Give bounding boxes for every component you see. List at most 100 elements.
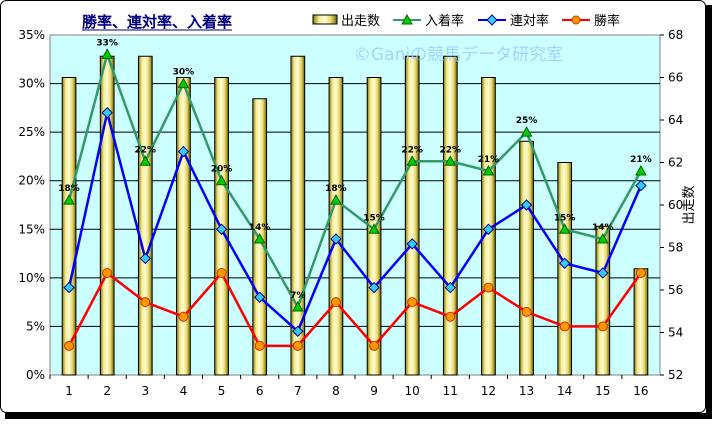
- y-right-tick-label: 58: [668, 241, 683, 255]
- data-label: 21%: [630, 155, 652, 165]
- bar: [176, 77, 191, 376]
- point: [177, 77, 190, 89]
- y-left-tick-label: 10%: [18, 271, 45, 285]
- y-right-tick-label: 62: [668, 156, 683, 170]
- point: [407, 297, 418, 308]
- y-left-tick-label: 20%: [18, 174, 45, 188]
- point: [483, 282, 494, 293]
- point: [292, 340, 303, 351]
- y-left-tick-label: 15%: [18, 222, 45, 236]
- point: [444, 155, 457, 166]
- point: [139, 252, 152, 265]
- point: [102, 268, 113, 278]
- data-label: 33%: [96, 38, 118, 48]
- y-right-tick-label: 52: [668, 368, 683, 382]
- point: [215, 174, 228, 186]
- data-label: 22%: [401, 145, 423, 155]
- point: [445, 311, 456, 322]
- line-series: [63, 48, 647, 351]
- point: [291, 300, 304, 312]
- legend-label: 勝率: [594, 13, 620, 29]
- point: [597, 321, 608, 332]
- point: [596, 232, 609, 244]
- x-tick-label: 1: [65, 384, 73, 398]
- bar: [404, 55, 420, 376]
- point: [368, 223, 380, 234]
- legend-label: 入着率: [425, 13, 464, 29]
- point: [559, 321, 570, 332]
- x-tick-label: 10: [405, 384, 420, 398]
- y-right-tick-label: 56: [668, 283, 683, 297]
- bar: [519, 140, 534, 376]
- y-left-tick-label: 30%: [18, 77, 45, 91]
- x-tick-label: 6: [256, 384, 264, 398]
- point: [330, 233, 342, 245]
- x-tick-label: 14: [557, 384, 572, 398]
- legend-swatch: [312, 14, 338, 25]
- data-label: 30%: [173, 68, 195, 78]
- x-tick-label: 4: [180, 384, 188, 398]
- point: [215, 223, 228, 235]
- point: [254, 340, 265, 351]
- point: [139, 155, 152, 166]
- y-right-tick-label: 66: [668, 71, 683, 85]
- x-tick-label: 13: [519, 384, 534, 398]
- point: [140, 297, 151, 308]
- watermark-text: ©Ganiの競馬データ研究室: [354, 44, 563, 65]
- point: [292, 325, 304, 337]
- bar: [633, 268, 649, 376]
- data-label: 18%: [325, 184, 347, 194]
- point: [63, 194, 75, 205]
- y-right-axis-label: 出走数: [682, 185, 697, 224]
- series-line: [67, 270, 642, 348]
- point: [64, 340, 75, 351]
- point: [406, 238, 418, 250]
- y-right-tick-label: 54: [668, 326, 683, 340]
- point: [101, 107, 113, 119]
- y-left-tick-label: 0%: [26, 368, 45, 382]
- data-label: 21%: [478, 155, 500, 165]
- data-label: 14%: [592, 223, 614, 233]
- point: [520, 199, 533, 211]
- legend-marker: [571, 15, 581, 25]
- series-line: [67, 50, 643, 311]
- point: [216, 268, 227, 278]
- data-label: 20%: [211, 165, 233, 175]
- x-tick-label: 7: [294, 384, 302, 398]
- point: [177, 145, 190, 158]
- legend: 出走数 入着率 連対率 勝率: [312, 13, 620, 29]
- point: [178, 311, 189, 322]
- bar: [137, 55, 153, 376]
- point: [63, 281, 75, 294]
- point: [521, 306, 532, 317]
- data-label: 15%: [363, 213, 385, 223]
- legend-marker: [401, 13, 413, 25]
- bar: [99, 55, 115, 376]
- point: [444, 281, 457, 294]
- bar: [595, 225, 611, 376]
- x-tick-label: 2: [103, 384, 111, 398]
- data-label: 18%: [58, 184, 80, 194]
- point: [558, 257, 571, 269]
- point: [330, 297, 341, 308]
- bar: [328, 77, 344, 376]
- x-tick-label: 15: [595, 384, 610, 398]
- data-labels: 18% 33% 22% 30% 20% 14% 7% 18% 15% 22% 22% 21% 25% 15…: [58, 38, 651, 301]
- data-label: 15%: [554, 213, 576, 223]
- y-right-tick-label: 64: [668, 113, 683, 127]
- point: [253, 291, 266, 303]
- point: [101, 48, 114, 59]
- axes: 0%5%10%15%20%25%30%35%525456586062646668…: [18, 28, 683, 398]
- point: [406, 155, 419, 166]
- y-left-tick-label: 25%: [18, 125, 45, 139]
- data-label: 7%: [290, 291, 305, 301]
- point: [368, 281, 380, 294]
- bar: [61, 77, 77, 376]
- y-left-tick-label: 5%: [26, 319, 45, 333]
- point: [635, 164, 647, 176]
- series-line: [67, 112, 643, 334]
- shadow-right: [706, 5, 712, 417]
- legend-label: 出走数: [341, 14, 380, 29]
